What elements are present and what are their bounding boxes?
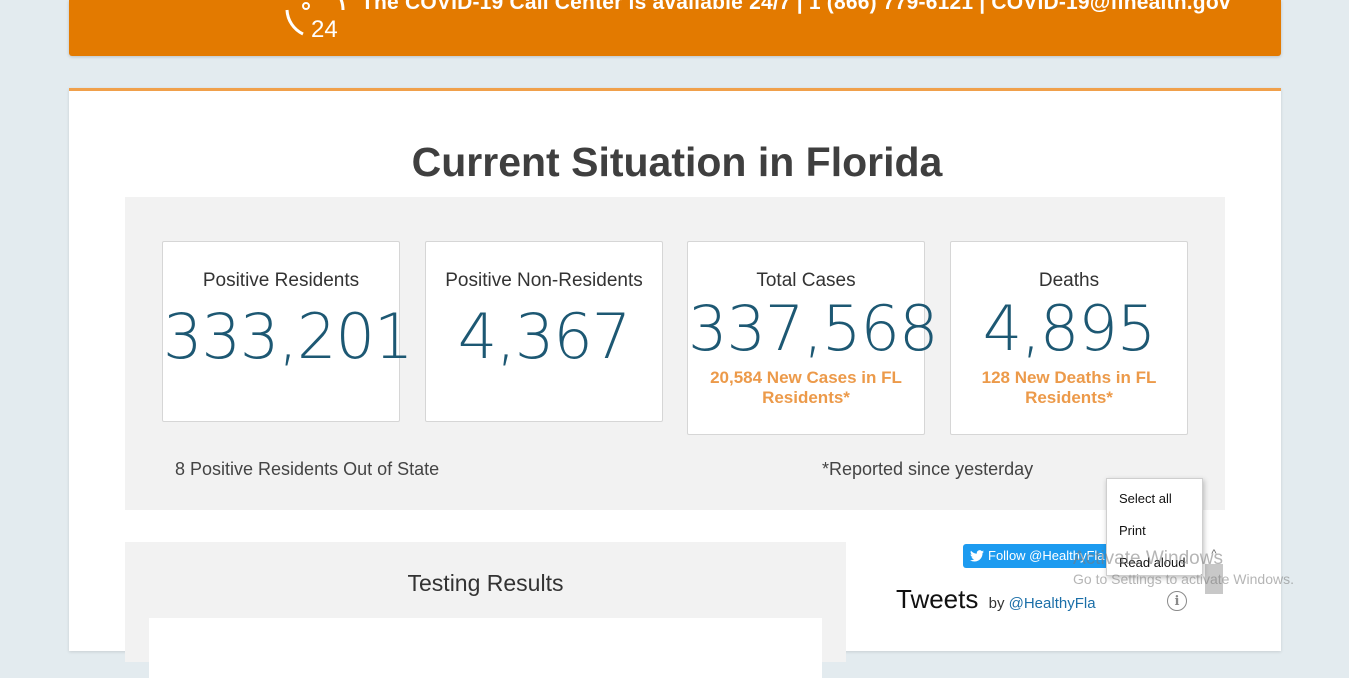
tweets-handle-link[interactable]: @HealthyFla <box>1008 595 1096 612</box>
footnote-out-of-state: 8 Positive Residents Out of State <box>175 459 440 479</box>
tweets-heading: Tweets by @HealthyFla <box>896 584 1096 615</box>
menu-item-select-all[interactable]: Select all <box>1119 491 1172 506</box>
call-center-text[interactable]: The COVID-19 Call Center is available 24… <box>361 0 1231 14</box>
current-situation-card: Current Situation in Florida Positive Re… <box>69 88 1281 678</box>
stat-label: Positive Non-Residents <box>445 270 643 291</box>
clock-number: 24 <box>311 16 338 38</box>
stat-value: 333,201 <box>163 300 413 373</box>
menu-item-print[interactable]: Print <box>1119 523 1146 538</box>
stat-card-positive-residents: Positive Residents 333,201 <box>162 241 413 422</box>
menu-item-read-aloud[interactable]: Read aloud <box>1119 555 1186 570</box>
page-title: Current Situation in Florida <box>411 139 943 185</box>
call-center-banner: 24 The COVID-19 Call Center is available… <box>69 0 1281 56</box>
testing-results-panel: Testing Results <box>125 542 846 678</box>
scrollbar-thumb[interactable] <box>1205 564 1223 594</box>
stat-value: 337,568 <box>688 292 938 365</box>
stat-note: 20,584 New Cases in FL Residents* <box>710 368 902 407</box>
clock-24-icon: 24 <box>285 0 345 38</box>
footnote-reported-since: *Reported since yesterday <box>822 459 1034 479</box>
testing-results-content <box>149 618 822 678</box>
tweets-by: by @HealthyFla <box>989 595 1096 612</box>
stat-label: Total Cases <box>756 270 856 291</box>
stat-value: 4,895 <box>982 292 1157 365</box>
follow-label: Follow @HealthyFla <box>988 548 1105 563</box>
twitter-follow-button[interactable]: Follow @HealthyFla <box>963 544 1113 568</box>
scroll-up-icon[interactable]: ^ <box>1211 548 1217 560</box>
context-menu: Select all Print Read aloud <box>1106 478 1203 576</box>
info-icon[interactable]: i <box>1167 591 1187 611</box>
stat-card-positive-non-residents: Positive Non-Residents 4,367 <box>425 241 663 422</box>
twitter-bird-icon <box>970 550 984 562</box>
testing-results-title: Testing Results <box>407 570 564 596</box>
stat-note: 128 New Deaths in FL Residents* <box>981 368 1157 407</box>
tweets-by-label: by <box>988 595 1005 612</box>
stat-card-deaths: Deaths 4,895 128 New Deaths in FL Reside… <box>950 241 1188 435</box>
stats-panel: Positive Residents 333,201 Positive Non-… <box>125 197 1225 510</box>
tweets-title: Tweets <box>896 584 979 614</box>
stat-label: Deaths <box>1038 270 1100 291</box>
stat-card-total-cases: Total Cases 337,568 20,584 New Cases in … <box>687 241 938 435</box>
stat-value: 4,367 <box>457 300 632 373</box>
stat-label: Positive Residents <box>202 270 360 291</box>
